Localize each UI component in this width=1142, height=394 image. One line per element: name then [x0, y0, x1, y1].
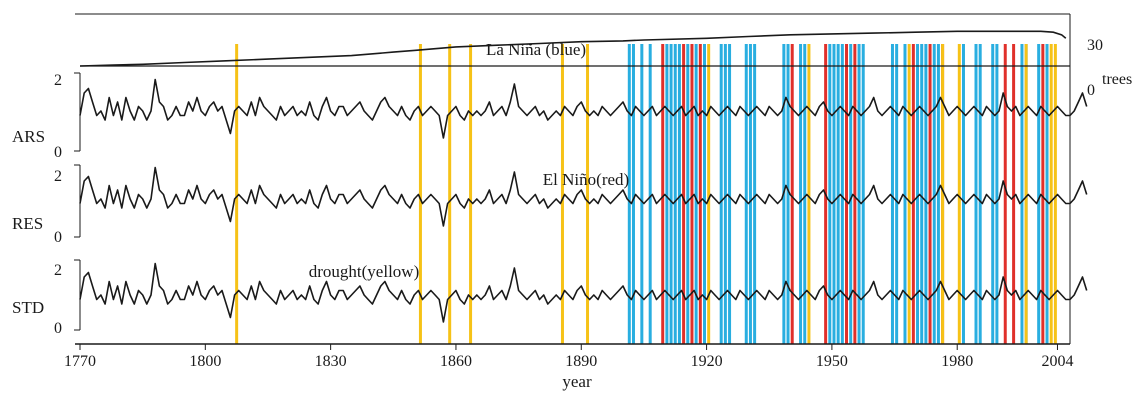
event-bars	[235, 44, 1057, 344]
x-tick-label-1800: 1800	[189, 353, 221, 370]
panel-label-std: STD	[12, 298, 44, 317]
x-tick-label-1860: 1860	[440, 353, 472, 370]
trees-axis-tick-bottom: 0	[1087, 82, 1095, 99]
x-tick-label-1950: 1950	[816, 353, 848, 370]
panel-std-ytick-top: 2	[54, 262, 62, 279]
tree-count-line	[79, 30, 1067, 67]
panel-res-ytick-top: 2	[54, 168, 62, 185]
annotation-la-nina: La Niña (blue)	[486, 40, 586, 59]
panel-std-ytick-bottom: 0	[54, 320, 62, 337]
trees-axis-tick-top: 30	[1087, 37, 1103, 54]
series-lines	[79, 78, 1088, 323]
x-tick-label-1830: 1830	[315, 353, 347, 370]
panel-label-ars: ARS	[12, 127, 45, 146]
x-axis-label: year	[562, 372, 592, 391]
x-tick-label-1980: 1980	[941, 353, 973, 370]
panel-ars-ytick-top: 2	[54, 72, 62, 89]
panel-label-res: RES	[12, 214, 43, 233]
x-tick-label-1890: 1890	[565, 353, 597, 370]
panel-res-ytick-bottom: 0	[54, 229, 62, 246]
panel-ars-ytick-bottom: 0	[54, 144, 62, 161]
series-line-std	[79, 262, 1088, 323]
annotation-el-nino: El Niño(red)	[543, 170, 629, 189]
annotation-drought: drought(yellow)	[309, 262, 419, 281]
x-tick-label-1920: 1920	[691, 353, 723, 370]
chart-frame	[74, 13, 1071, 345]
tree-count-panel	[79, 30, 1067, 67]
series-line-res	[79, 166, 1088, 227]
x-axis-ticks: 1770 1800 1830 1860 1890 1920 1950 1980 2004	[64, 344, 1073, 370]
x-tick-label-1770: 1770	[64, 353, 96, 370]
trees-axis-label: trees	[1102, 71, 1132, 88]
x-tick-label-2004: 2004	[1041, 353, 1073, 370]
series-line-ars	[79, 78, 1088, 139]
